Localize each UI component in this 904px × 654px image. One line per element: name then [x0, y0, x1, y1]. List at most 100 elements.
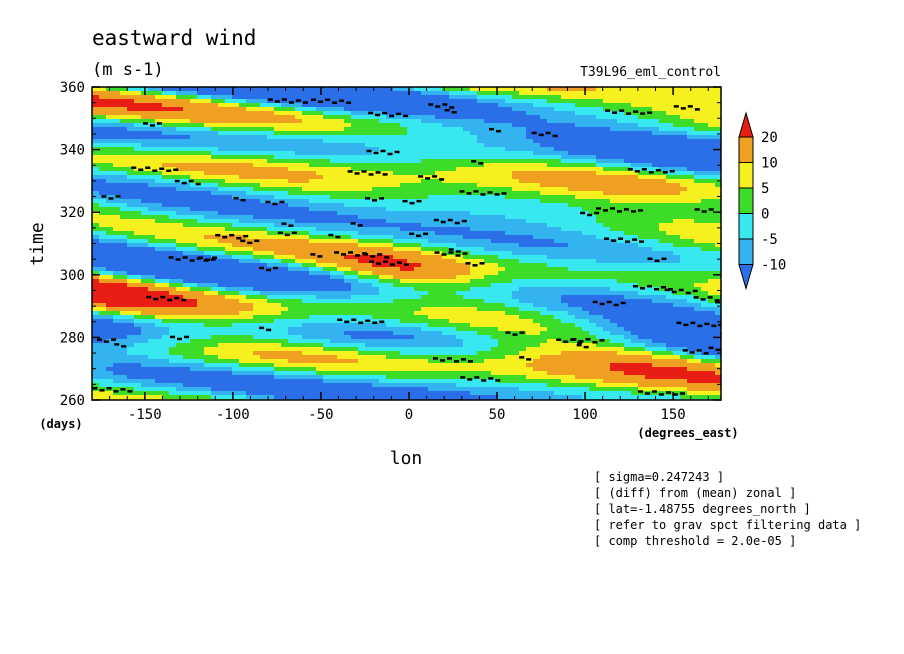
heatmap-cell [99, 299, 107, 304]
heatmap-cell [617, 135, 625, 140]
heatmap-cell [330, 175, 338, 180]
heatmap-cell [435, 223, 443, 228]
heatmap-cell [652, 155, 660, 160]
heatmap-cell [449, 203, 457, 208]
heatmap-cell [246, 143, 254, 148]
heatmap-cell [428, 239, 436, 244]
heatmap-cell [120, 239, 128, 244]
heatmap-cell [687, 99, 695, 104]
heatmap-cell [456, 107, 464, 112]
heatmap-cell [176, 127, 184, 132]
heatmap-cell [323, 127, 331, 132]
heatmap-cell [365, 295, 373, 300]
heatmap-cell [533, 251, 541, 256]
heatmap-cell [715, 143, 721, 148]
heatmap-cell [463, 287, 471, 292]
heatmap-cell [540, 303, 548, 308]
heatmap-cell [407, 163, 415, 168]
heatmap-cell [715, 283, 721, 288]
heatmap-cell [225, 215, 233, 220]
heatmap-cell [267, 135, 275, 140]
heatmap-cell [484, 275, 492, 280]
heatmap-cell [113, 207, 121, 212]
heatmap-cell [351, 135, 359, 140]
heatmap-cell [225, 243, 233, 248]
heatmap-cell [421, 283, 429, 288]
heatmap-cell [603, 119, 611, 124]
heatmap-cell [176, 235, 184, 240]
heatmap-cell [393, 171, 401, 176]
heatmap-cell [428, 303, 436, 308]
heatmap-cell [344, 163, 352, 168]
heatmap-cell [239, 307, 247, 312]
heatmap-cell [372, 187, 380, 192]
heatmap-cell [246, 247, 254, 252]
heatmap-cell [267, 263, 275, 268]
heatmap-cell [288, 123, 296, 128]
heatmap-cell [400, 159, 408, 164]
heatmap-cell [106, 239, 114, 244]
heatmap-cell [155, 235, 163, 240]
heatmap-cell [316, 159, 324, 164]
heatmap-cell [386, 179, 394, 184]
heatmap-cell [547, 127, 555, 132]
heatmap-cell [603, 179, 611, 184]
heatmap-cell [155, 259, 163, 264]
heatmap-cell [176, 175, 184, 180]
heatmap-cell [99, 103, 107, 108]
heatmap-cell [470, 183, 478, 188]
heatmap-cell [211, 239, 219, 244]
heatmap-cell [610, 231, 618, 236]
heatmap-cell [715, 123, 721, 128]
heatmap-cell [491, 295, 499, 300]
heatmap-cell [498, 239, 506, 244]
heatmap-cell [99, 159, 107, 164]
heatmap-cell [456, 279, 464, 284]
heatmap-cell [477, 199, 485, 204]
heatmap-cell [407, 139, 415, 144]
heatmap-cell [687, 179, 695, 184]
heatmap-cell [267, 175, 275, 180]
heatmap-cell [652, 99, 660, 104]
heatmap-cell [155, 307, 163, 312]
heatmap-cell [176, 159, 184, 164]
heatmap-cell [519, 163, 527, 168]
heatmap-cell [337, 211, 345, 216]
heatmap-cell [218, 123, 226, 128]
heatmap-cell [239, 111, 247, 116]
heatmap-cell [708, 159, 716, 164]
heatmap-cell [575, 95, 583, 100]
heatmap-cell [239, 115, 247, 120]
heatmap-cell [484, 135, 492, 140]
heatmap-cell [295, 87, 303, 92]
heatmap-cell [477, 219, 485, 224]
heatmap-cell [295, 251, 303, 256]
heatmap-cell [393, 275, 401, 280]
heatmap-cell [554, 95, 562, 100]
heatmap-cell [393, 203, 401, 208]
heatmap-cell [638, 227, 646, 232]
heatmap-cell [148, 295, 156, 300]
heatmap-cell [428, 199, 436, 204]
heatmap-cell [694, 247, 702, 252]
heatmap-cell [295, 127, 303, 132]
heatmap-cell [316, 187, 324, 192]
heatmap-cell [120, 231, 128, 236]
heatmap-cell [638, 107, 646, 112]
heatmap-cell [533, 135, 541, 140]
heatmap-cell [316, 111, 324, 116]
heatmap-cell [680, 223, 688, 228]
heatmap-cell [162, 159, 170, 164]
heatmap-cell [470, 115, 478, 120]
heatmap-cell [106, 211, 114, 216]
heatmap-cell [239, 151, 247, 156]
heatmap-cell [645, 211, 653, 216]
heatmap-cell [680, 99, 688, 104]
heatmap-cell [575, 103, 583, 108]
heatmap-cell [92, 95, 100, 100]
heatmap-cell [673, 231, 681, 236]
heatmap-cell [218, 179, 226, 184]
heatmap-cell [470, 119, 478, 124]
heatmap-cell [113, 115, 121, 120]
heatmap-cell [512, 255, 520, 260]
